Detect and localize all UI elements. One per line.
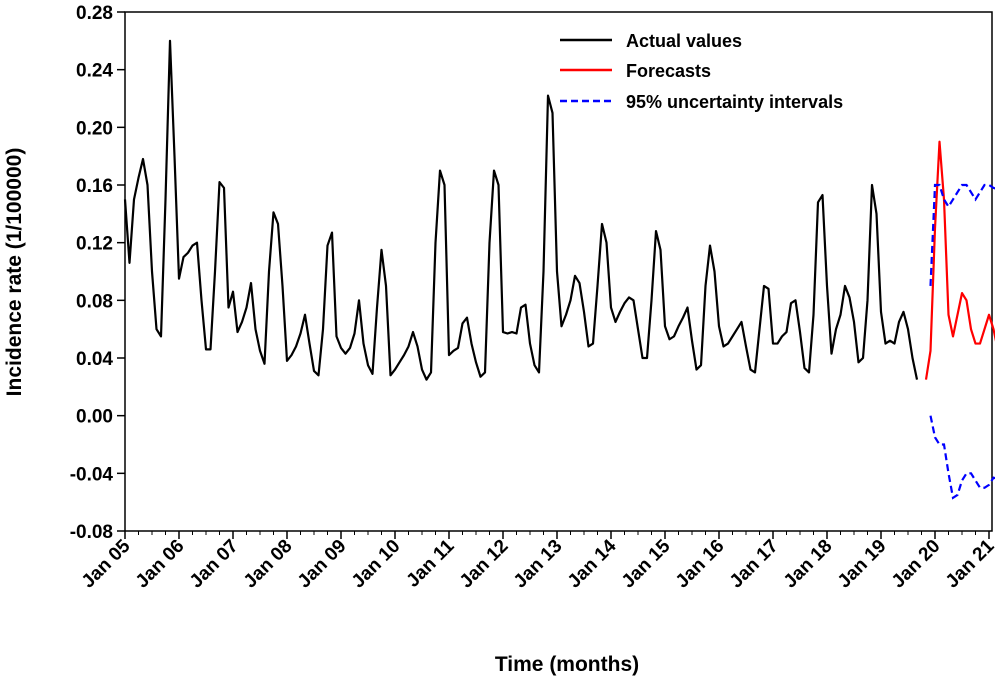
x-tick-label: Jan 17 (726, 536, 783, 593)
y-tick-label: 0.04 (76, 349, 113, 370)
x-tick-label: Jan 21 (942, 535, 995, 592)
y-axis: 0.28 0.24 0.20 0.16 0.12 0.08 0.04 0.00 -0.04 -0.… (70, 3, 125, 543)
plot-frame (124, 11, 993, 532)
x-tick-label: Jan 10 (348, 536, 405, 593)
forecast-line (924, 140, 995, 380)
x-tick-label: Jan 12 (456, 536, 513, 593)
plot-area-border (124, 11, 993, 532)
x-tick-label: Jan 16 (672, 536, 729, 593)
x-tick-label: Jan 05 (78, 535, 135, 592)
y-tick-label: 0.20 (76, 118, 113, 139)
x-tick-label: Jan 06 (132, 536, 189, 593)
y-tick-label: 0.28 (76, 3, 113, 24)
series-layer (123, 39, 995, 500)
x-tick-label: Jan 18 (780, 536, 837, 593)
x-tick-label: Jan 09 (294, 536, 351, 593)
lower-uncertainty-line (929, 415, 995, 500)
y-tick-label: -0.04 (70, 464, 114, 485)
x-axis-title: Time (months) (495, 653, 639, 676)
legend-label: 95% uncertainty intervals (626, 92, 843, 112)
legend-label: Actual values (626, 31, 742, 51)
y-tick-label: 0.00 (76, 407, 113, 428)
y-tick-label: 0.24 (76, 61, 113, 82)
x-tick-label: Jan 11 (403, 535, 459, 591)
upper-uncertainty-line (929, 183, 995, 286)
x-tick-label: Jan 19 (834, 536, 891, 593)
legend-label: Forecasts (626, 61, 711, 81)
actual-values-line (123, 39, 919, 381)
y-tick-label: -0.08 (70, 522, 113, 543)
x-tick-label: Jan 20 (888, 536, 945, 593)
y-tick-label: 0.16 (76, 176, 113, 197)
x-tick-label: Jan 14 (564, 535, 621, 592)
x-tick-label: Jan 07 (186, 536, 243, 593)
x-tick-label: Jan 08 (240, 536, 297, 593)
legend: Actual values Forecasts 95% uncertainty in… (560, 31, 843, 112)
y-tick-label: 0.08 (76, 291, 113, 312)
x-tick-label: Jan 13 (510, 536, 567, 593)
x-tick-label: Jan 15 (618, 535, 675, 592)
y-tick-label: 0.12 (76, 234, 113, 255)
y-axis-title: Incidence rate (1/100000) (3, 148, 26, 397)
